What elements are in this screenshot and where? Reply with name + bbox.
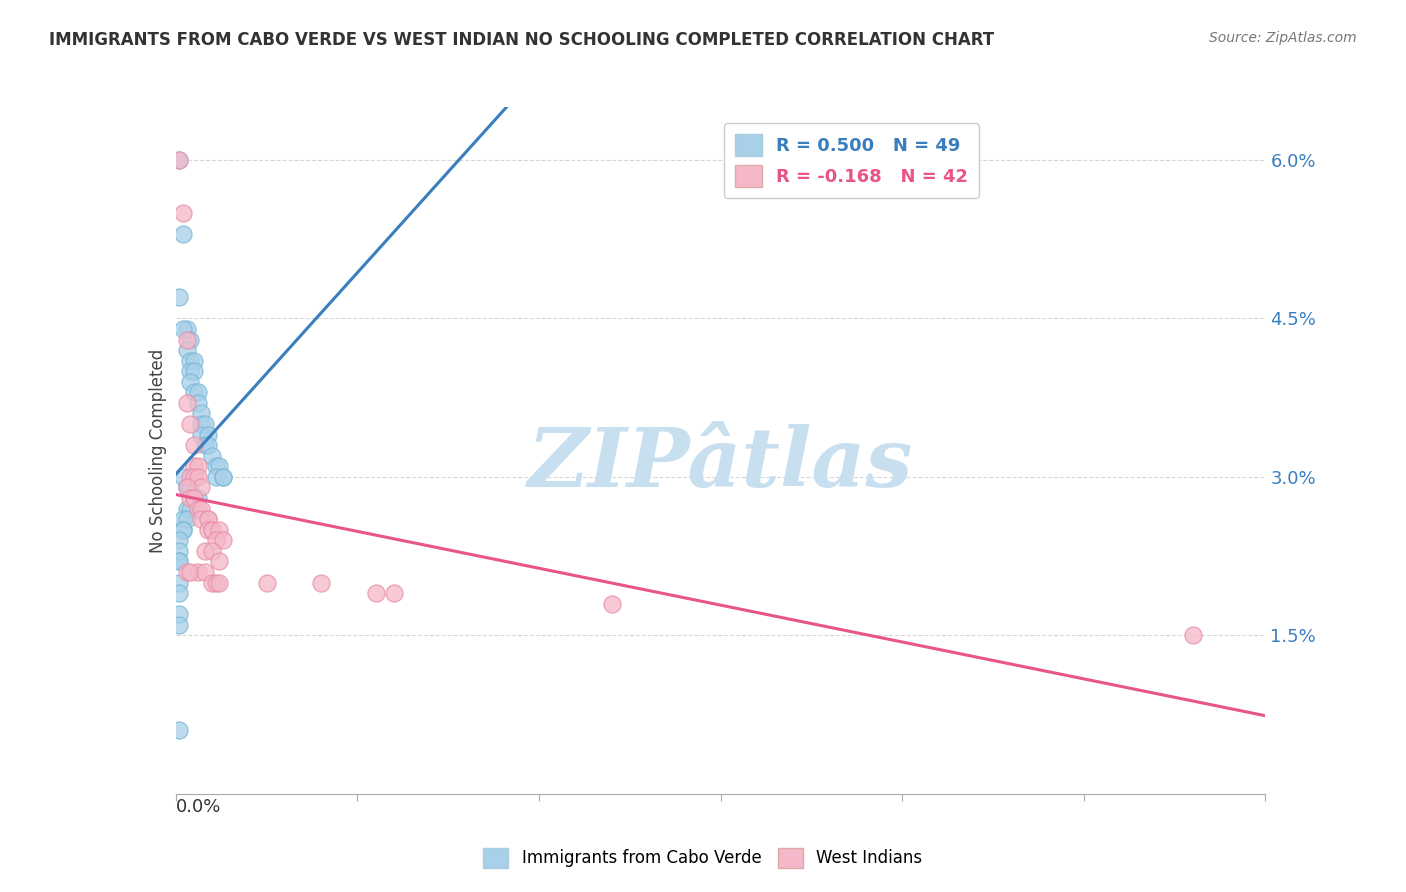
- Point: [208, 523, 231, 537]
- Point: [194, 565, 217, 579]
- Point: [169, 586, 191, 600]
- Point: [201, 449, 224, 463]
- Point: [204, 470, 226, 484]
- Point: [179, 565, 201, 579]
- Point: [194, 438, 217, 452]
- Point: [172, 227, 194, 241]
- Point: [179, 417, 201, 431]
- Point: [201, 523, 224, 537]
- Point: [212, 533, 235, 548]
- Point: [190, 501, 212, 516]
- Point: [186, 396, 209, 410]
- Point: [169, 607, 191, 622]
- Point: [204, 575, 226, 590]
- Point: [176, 480, 198, 494]
- Point: [183, 385, 205, 400]
- Point: [208, 575, 231, 590]
- Point: [169, 554, 191, 568]
- Point: [190, 427, 212, 442]
- Point: [212, 470, 235, 484]
- Point: [172, 322, 194, 336]
- Point: [201, 523, 224, 537]
- Legend: R = 0.500   N = 49, R = -0.168   N = 42: R = 0.500 N = 49, R = -0.168 N = 42: [724, 123, 979, 198]
- Point: [190, 407, 212, 421]
- Point: [183, 364, 205, 378]
- Point: [204, 459, 226, 474]
- Point: [208, 554, 231, 568]
- Point: [172, 523, 194, 537]
- Point: [197, 438, 219, 452]
- Point: [179, 353, 201, 368]
- Point: [194, 417, 217, 431]
- Point: [183, 438, 205, 452]
- Point: [201, 544, 224, 558]
- Point: [169, 533, 191, 548]
- Text: ZIPâtlas: ZIPâtlas: [527, 425, 914, 504]
- Point: [256, 575, 278, 590]
- Point: [183, 353, 205, 368]
- Point: [186, 385, 209, 400]
- Point: [169, 290, 191, 304]
- Point: [186, 470, 209, 484]
- Point: [204, 533, 226, 548]
- Point: [309, 575, 332, 590]
- Point: [169, 153, 191, 167]
- Point: [183, 470, 205, 484]
- Point: [201, 575, 224, 590]
- Point: [186, 459, 209, 474]
- Point: [172, 205, 194, 219]
- Y-axis label: No Schooling Completed: No Schooling Completed: [149, 349, 167, 552]
- Point: [194, 544, 217, 558]
- Legend: Immigrants from Cabo Verde, West Indians: Immigrants from Cabo Verde, West Indians: [477, 841, 929, 875]
- Point: [169, 617, 191, 632]
- Point: [179, 491, 201, 505]
- Point: [169, 153, 191, 167]
- Point: [197, 427, 219, 442]
- Point: [190, 512, 212, 526]
- Point: [183, 459, 205, 474]
- Point: [172, 512, 194, 526]
- Point: [186, 565, 209, 579]
- Point: [176, 333, 198, 347]
- Point: [186, 501, 209, 516]
- Point: [179, 333, 201, 347]
- Point: [169, 554, 191, 568]
- Point: [183, 491, 205, 505]
- Point: [190, 417, 212, 431]
- Point: [179, 501, 201, 516]
- Point: [212, 470, 235, 484]
- Point: [176, 501, 198, 516]
- Point: [172, 523, 194, 537]
- Point: [190, 480, 212, 494]
- Point: [169, 544, 191, 558]
- Point: [179, 364, 201, 378]
- Point: [364, 586, 387, 600]
- Point: [179, 480, 201, 494]
- Point: [172, 470, 194, 484]
- Point: [208, 459, 231, 474]
- Point: [179, 375, 201, 389]
- Point: [176, 512, 198, 526]
- Point: [382, 586, 405, 600]
- Point: [1181, 628, 1204, 642]
- Point: [197, 512, 219, 526]
- Point: [176, 480, 198, 494]
- Point: [169, 723, 191, 738]
- Point: [197, 523, 219, 537]
- Point: [197, 512, 219, 526]
- Point: [176, 343, 198, 357]
- Point: [176, 480, 198, 494]
- Text: Source: ZipAtlas.com: Source: ZipAtlas.com: [1209, 31, 1357, 45]
- Point: [176, 565, 198, 579]
- Point: [179, 470, 201, 484]
- Text: 0.0%: 0.0%: [176, 798, 221, 816]
- Point: [600, 597, 623, 611]
- Point: [169, 575, 191, 590]
- Point: [176, 396, 198, 410]
- Point: [183, 491, 205, 505]
- Point: [176, 322, 198, 336]
- Text: IMMIGRANTS FROM CABO VERDE VS WEST INDIAN NO SCHOOLING COMPLETED CORRELATION CHA: IMMIGRANTS FROM CABO VERDE VS WEST INDIA…: [49, 31, 994, 49]
- Point: [186, 491, 209, 505]
